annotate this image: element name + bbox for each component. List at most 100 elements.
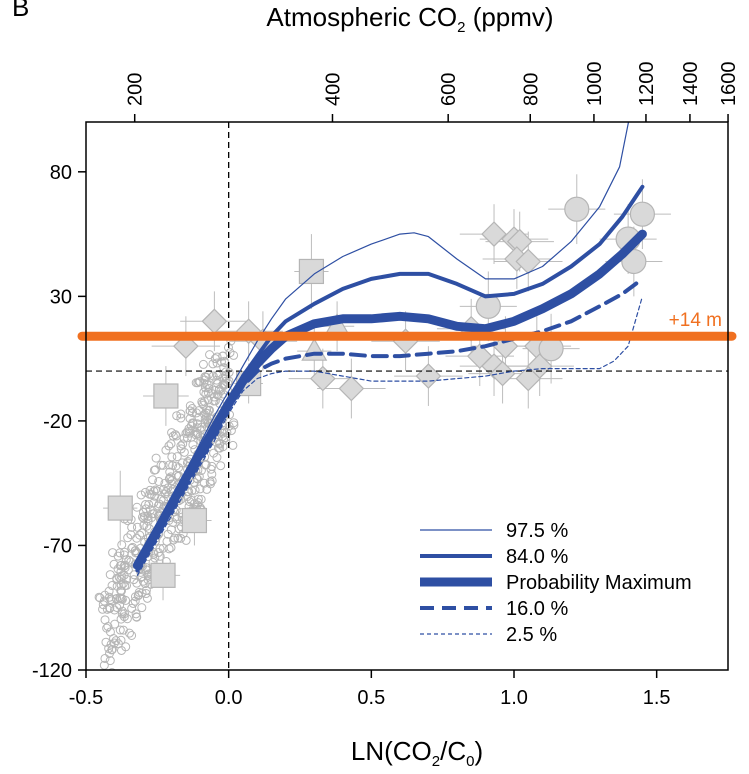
circle-marker <box>621 248 647 275</box>
cloud-point <box>101 637 111 647</box>
cloud-point <box>208 359 218 369</box>
diamond-marker <box>515 248 542 275</box>
cloud-point <box>206 479 216 489</box>
top-axis-title: Atmospheric CO2 (ppmv) <box>266 2 553 36</box>
series-line <box>135 276 645 573</box>
cloud-point <box>105 570 115 580</box>
cloud-point <box>99 660 109 670</box>
cloud-point <box>168 460 178 470</box>
cloud-point <box>116 614 126 624</box>
cloud-point <box>115 625 125 635</box>
cloud-point <box>194 412 204 422</box>
y-tick-label: 80 <box>50 162 72 184</box>
cloud-point <box>228 440 238 450</box>
cloud-point <box>219 363 229 373</box>
cloud-point <box>141 500 151 510</box>
legend-label: 97.5 % <box>506 520 568 542</box>
cloud-point <box>132 502 142 512</box>
cloud-point <box>108 668 116 670</box>
square-marker <box>298 258 325 285</box>
cloud-point <box>185 401 195 411</box>
cloud-point <box>182 427 192 437</box>
cloud-point <box>148 475 158 485</box>
cloud-point <box>185 497 195 507</box>
cloud-point <box>116 580 126 590</box>
cloud-point <box>111 594 121 604</box>
x-tick-label: 1.5 <box>643 687 671 709</box>
cloud-point <box>221 371 231 381</box>
cloud-point <box>150 485 160 495</box>
diamond-marker <box>481 221 507 247</box>
legend-label: 84.0 % <box>506 546 568 568</box>
top-tick-label: 1200 <box>636 62 658 107</box>
cloud-point <box>198 359 208 369</box>
top-tick-label: 200 <box>125 73 147 106</box>
cloud-point <box>160 489 170 499</box>
cloud-point <box>176 413 186 423</box>
cloud-point <box>142 593 152 603</box>
cloud-point <box>226 426 236 436</box>
cloud-point <box>98 604 108 614</box>
legend-label: 16.0 % <box>506 598 568 620</box>
cloud-point <box>199 387 209 397</box>
cloud-point <box>154 476 164 486</box>
cloud-point <box>138 576 148 586</box>
top-axis-title-text: Atmospheric CO2 (ppmv) <box>266 2 553 36</box>
series-line <box>132 229 647 570</box>
cloud-point <box>158 460 168 470</box>
series-line <box>136 122 630 564</box>
cloud-point <box>219 356 229 366</box>
top-tick-label: 1000 <box>584 62 606 107</box>
cloud-point <box>209 396 219 406</box>
cloud-point <box>216 461 226 471</box>
cloud-point <box>148 509 158 519</box>
x-axis-title-text: LN(CO2/C0) <box>351 736 483 770</box>
cloud-point <box>162 536 172 546</box>
cloud-point <box>150 553 160 563</box>
legend: 97.5 % 84.0 % Probability Maximum 16.0 % 2.5… <box>420 520 692 646</box>
cloud-point <box>212 352 222 362</box>
cloud-point <box>186 421 196 431</box>
cloud-point <box>198 398 208 408</box>
cloud-point <box>179 447 189 457</box>
cloud-point <box>100 653 110 663</box>
cloud-point <box>209 448 219 458</box>
cloud-point <box>115 548 125 558</box>
x-tick-label: 0.5 <box>357 687 385 709</box>
cloud-point <box>218 442 228 452</box>
cloud-point <box>161 445 171 455</box>
diamond-marker <box>309 365 336 392</box>
square-marker <box>153 383 179 409</box>
cloud-point <box>176 533 186 543</box>
y-tick-label: 30 <box>50 286 72 308</box>
diamond-marker <box>201 308 228 335</box>
x-axis-title: LN(CO2/C0) <box>351 736 483 770</box>
cloud-point <box>166 543 176 553</box>
x-axis-ticks: -0.5 0.0 0.5 1.0 1.5 <box>69 670 671 709</box>
cloud-point <box>127 603 137 613</box>
cloud-point <box>194 377 204 387</box>
cloud-point <box>117 540 127 550</box>
cloud-point <box>221 376 231 386</box>
x-tick-label: 0.0 <box>215 687 243 709</box>
cloud-point <box>119 612 129 622</box>
cloud-point <box>188 408 198 418</box>
y-tick-label: -20 <box>43 411 72 433</box>
cloud-point <box>104 644 114 654</box>
cloud-point <box>161 487 171 497</box>
cloud-point <box>104 586 114 596</box>
cloud-point <box>170 430 180 440</box>
cloud-point <box>99 596 109 606</box>
top-tick-label: 600 <box>438 73 460 106</box>
proxy-markers <box>107 196 656 588</box>
cloud-point <box>187 486 197 496</box>
cloud-point <box>105 656 115 666</box>
top-tick-label: 1400 <box>680 62 702 107</box>
cloud-point <box>126 530 136 540</box>
cloud-point <box>128 598 138 608</box>
cloud-point <box>153 501 163 511</box>
top-axis-ticks: 200 400 600 800 1000 1200 1400 1600 <box>125 62 740 122</box>
cloud-point <box>145 485 155 495</box>
threshold-label: +14 m <box>669 310 722 331</box>
legend-label: 2.5 % <box>506 624 557 646</box>
